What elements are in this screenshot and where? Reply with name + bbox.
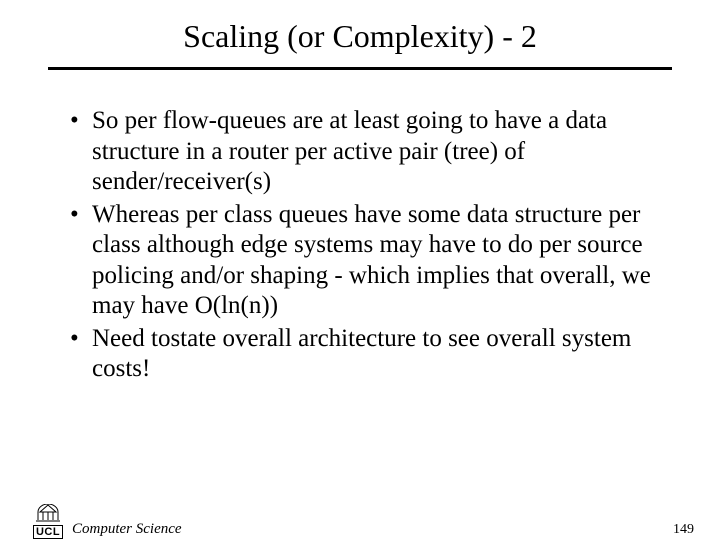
slide-title: Scaling (or Complexity) - 2 [48, 12, 672, 67]
bullet-text: So per flow-queues are at least going to… [92, 107, 607, 195]
ucl-logo: UCL [28, 504, 68, 540]
slide-page: Scaling (or Complexity) - 2 So per flow-… [0, 0, 720, 554]
bullet-text: Need tostate overall architecture to see… [92, 325, 631, 383]
list-item: Whereas per class queues have some data … [70, 200, 672, 322]
list-item: Need tostate overall architecture to see… [70, 324, 672, 385]
bullet-text: Whereas per class queues have some data … [92, 201, 651, 320]
department-label: Computer Science [72, 521, 182, 538]
title-rule [48, 67, 672, 70]
slide-footer: UCL Computer Science 149 [0, 504, 720, 540]
dome-icon [28, 504, 68, 522]
list-item: So per flow-queues are at least going to… [70, 106, 672, 198]
bullet-list: So per flow-queues are at least going to… [48, 106, 672, 385]
ucl-logo-text: UCL [33, 525, 63, 539]
page-number: 149 [673, 522, 694, 538]
